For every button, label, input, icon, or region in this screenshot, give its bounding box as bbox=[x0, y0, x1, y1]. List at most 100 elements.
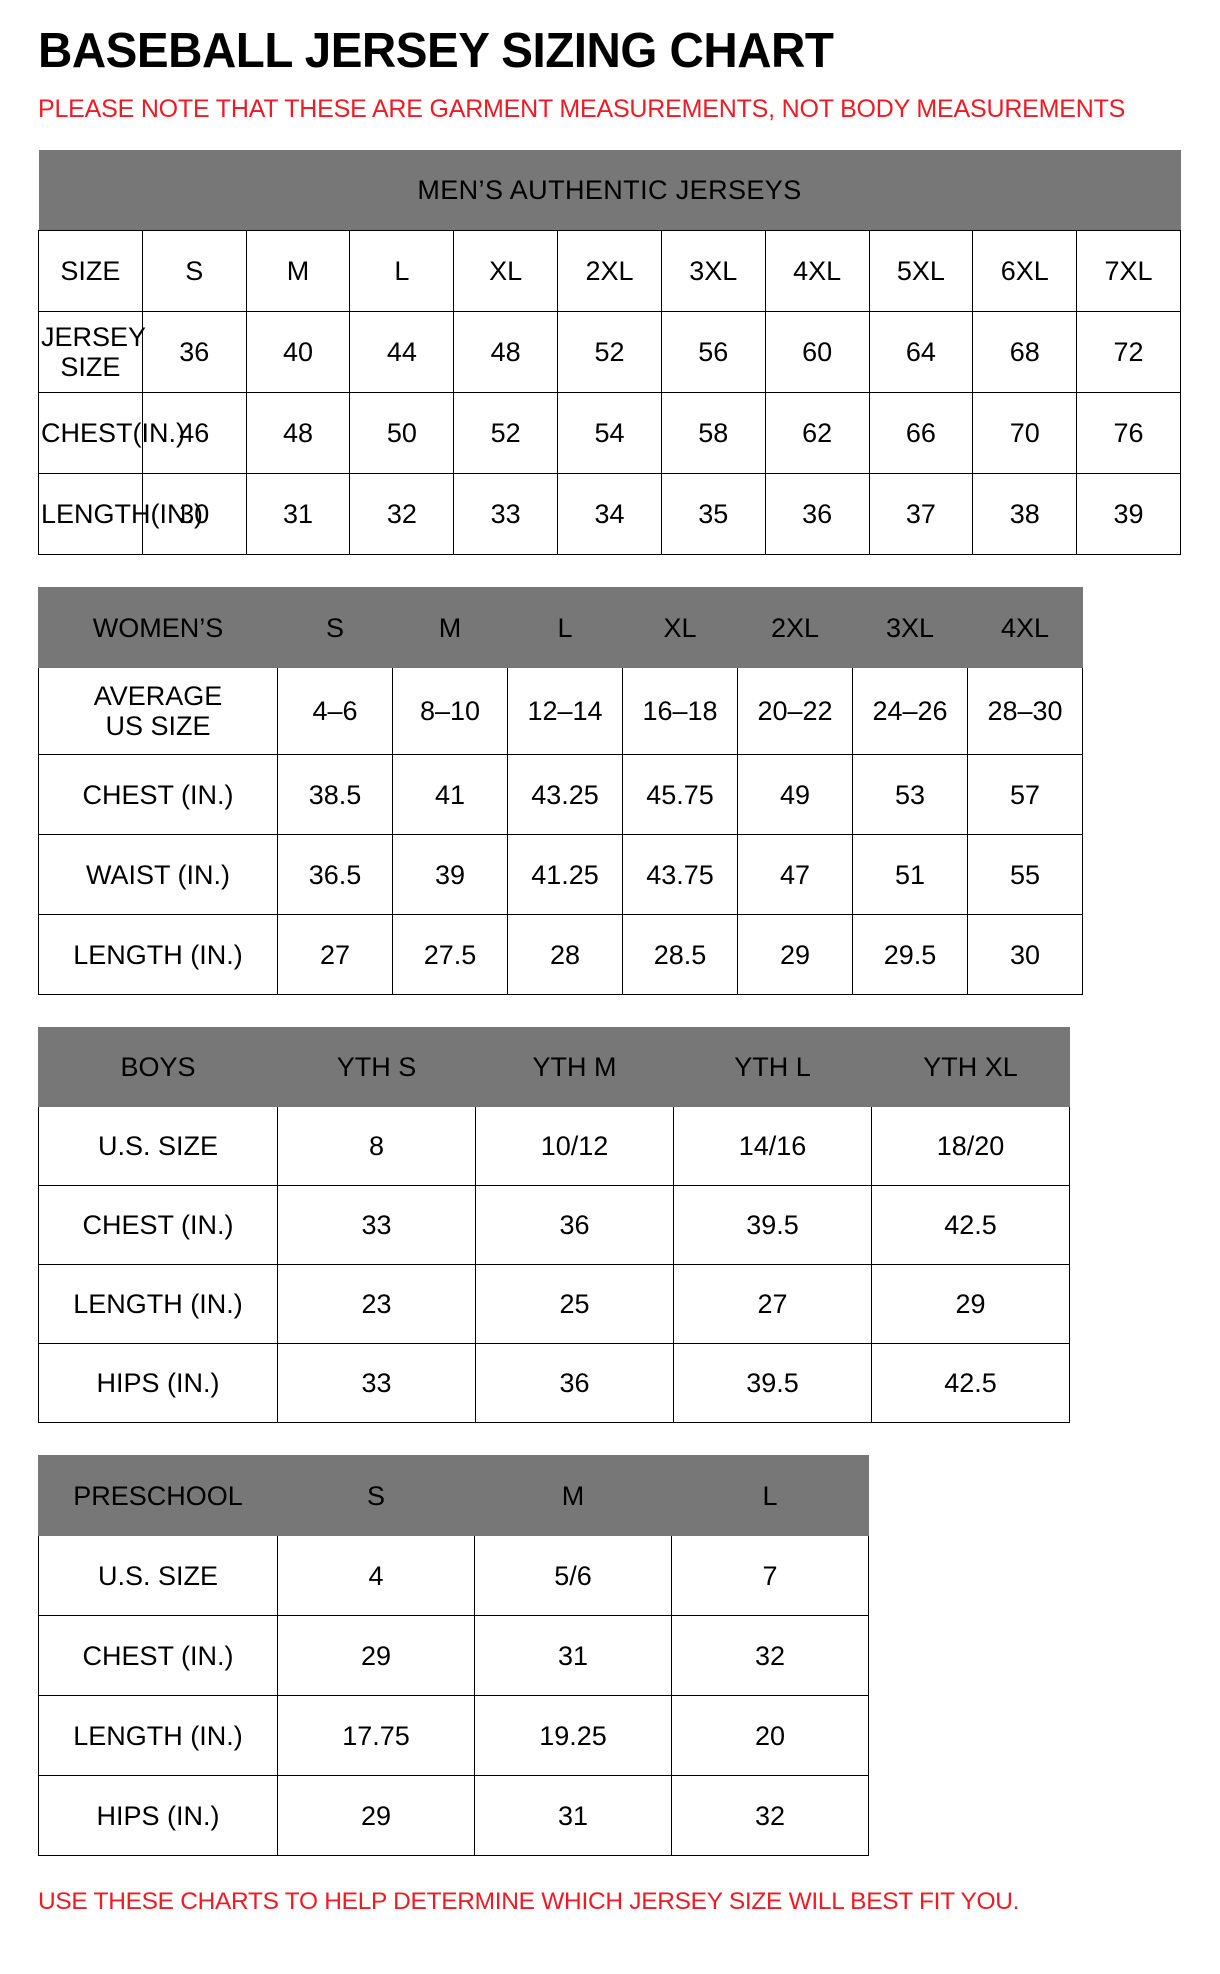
mens-jersey-size-l: 44 bbox=[349, 311, 455, 394]
womens-length-s: 27 bbox=[277, 914, 393, 996]
boys-row-label-chest: CHEST (IN.) bbox=[38, 1185, 278, 1266]
sizing-chart-page: BASEBALL JERSEY SIZING CHART PLEASE NOTE… bbox=[38, 25, 1181, 1915]
preschool-chest-m: 31 bbox=[474, 1615, 672, 1697]
mens-length-m: 31 bbox=[245, 473, 351, 556]
preschool-hips-m: 31 bbox=[474, 1775, 672, 1857]
preschool-chest-s: 29 bbox=[277, 1615, 475, 1697]
womens-row-label-line2: US SIZE bbox=[105, 711, 211, 742]
boys-table-body: BOYS YTH S YTH M YTH L YTH XL U.S. SIZE … bbox=[38, 1027, 1070, 1424]
table-row: CHEST(IN.) 46 48 50 52 54 58 62 66 70 76 bbox=[38, 392, 1181, 475]
womens-waist-4xl: 55 bbox=[967, 834, 1083, 916]
table-row: LENGTH (IN.) 17.75 19.25 20 bbox=[38, 1695, 869, 1777]
table-row: U.S. SIZE 4 5/6 7 bbox=[38, 1535, 869, 1617]
womens-row-label-chest: CHEST (IN.) bbox=[38, 754, 278, 836]
table-row: U.S. SIZE 8 10/12 14/16 18/20 bbox=[38, 1106, 1070, 1187]
womens-waist-xl: 43.75 bbox=[622, 834, 738, 916]
mens-jersey-size-2xl: 52 bbox=[557, 311, 662, 394]
mens-length-l: 32 bbox=[349, 473, 455, 556]
mens-row-label-length: LENGTH(IN.) bbox=[38, 473, 203, 556]
mens-col-header-l: L bbox=[349, 230, 455, 313]
preschool-hips-s: 29 bbox=[277, 1775, 475, 1857]
womens-chest-xl: 45.75 bbox=[622, 754, 738, 836]
mens-col-header-xl: XL bbox=[453, 230, 559, 313]
mens-length-5xl: 37 bbox=[868, 473, 974, 556]
mens-col-header-s: S bbox=[141, 230, 247, 313]
boys-hips-yth-l: 39.5 bbox=[673, 1343, 872, 1424]
mens-chest-3xl: 58 bbox=[660, 392, 766, 475]
boys-us-size-yth-l: 14/16 bbox=[673, 1106, 872, 1187]
womens-length-3xl: 29.5 bbox=[852, 914, 968, 996]
preschool-length-l: 20 bbox=[671, 1695, 869, 1777]
table-row: LENGTH (IN.) 27 27.5 28 28.5 29 29.5 30 bbox=[38, 914, 1083, 996]
mens-col-header-7xl: 7XL bbox=[1076, 230, 1181, 313]
table-row: WAIST (IN.) 36.5 39 41.25 43.75 47 51 55 bbox=[38, 834, 1083, 916]
preschool-us-size-l: 7 bbox=[671, 1535, 869, 1617]
mens-chest-xl: 52 bbox=[453, 392, 559, 475]
boys-us-size-yth-s: 8 bbox=[277, 1106, 476, 1187]
boys-corner-label: BOYS bbox=[38, 1027, 278, 1108]
mens-length-4xl: 36 bbox=[764, 473, 870, 556]
preschool-row-label-length: LENGTH (IN.) bbox=[38, 1695, 278, 1777]
mens-jersey-size-4xl: 60 bbox=[764, 311, 870, 394]
boys-sizing-table: BOYS YTH S YTH M YTH L YTH XL U.S. SIZE … bbox=[38, 1027, 1070, 1424]
preschool-us-size-s: 4 bbox=[277, 1535, 475, 1617]
womens-waist-l: 41.25 bbox=[507, 834, 623, 916]
womens-col-header-3xl: 3XL bbox=[852, 587, 968, 669]
mens-chest-m: 48 bbox=[245, 392, 351, 475]
mens-jersey-size-m: 40 bbox=[245, 311, 351, 394]
preschool-chest-l: 32 bbox=[671, 1615, 869, 1697]
womens-row-label-length: LENGTH (IN.) bbox=[38, 914, 278, 996]
table-row: CHEST (IN.) 38.5 41 43.25 45.75 49 53 57 bbox=[38, 754, 1083, 836]
mens-col-header-5xl: 5XL bbox=[868, 230, 974, 313]
womens-us-size-2xl: 20–22 bbox=[737, 667, 853, 756]
boys-col-header-yth-xl: YTH XL bbox=[871, 1027, 1070, 1108]
womens-sizing-table: WOMEN’S S M L XL 2XL 3XL 4XL AVERAGE US … bbox=[38, 587, 1083, 996]
womens-header-row: WOMEN’S S M L XL 2XL 3XL 4XL bbox=[38, 587, 1083, 669]
boys-hips-yth-s: 33 bbox=[277, 1343, 476, 1424]
boys-length-yth-m: 25 bbox=[475, 1264, 674, 1345]
womens-length-2xl: 29 bbox=[737, 914, 853, 996]
table-row: CHEST (IN.) 33 36 39.5 42.5 bbox=[38, 1185, 1070, 1266]
womens-col-header-xl: XL bbox=[622, 587, 738, 669]
preschool-length-m: 19.25 bbox=[474, 1695, 672, 1777]
preschool-hips-l: 32 bbox=[671, 1775, 869, 1857]
womens-col-header-2xl: 2XL bbox=[737, 587, 853, 669]
womens-corner-label: WOMEN’S bbox=[38, 587, 278, 669]
mens-jersey-size-xl: 48 bbox=[453, 311, 559, 394]
table-row: LENGTH(IN.) 30 31 32 33 34 35 36 37 38 3… bbox=[38, 473, 1181, 556]
table-row: LENGTH (IN.) 23 25 27 29 bbox=[38, 1264, 1070, 1345]
mens-chest-5xl: 66 bbox=[868, 392, 974, 475]
preschool-row-label-us-size: U.S. SIZE bbox=[38, 1535, 278, 1617]
preschool-corner-label: PRESCHOOL bbox=[38, 1455, 278, 1537]
preschool-sizing-table: PRESCHOOL S M L U.S. SIZE 4 5/6 7 CHEST … bbox=[38, 1455, 869, 1857]
mens-chest-6xl: 70 bbox=[972, 392, 1078, 475]
womens-col-header-s: S bbox=[277, 587, 393, 669]
womens-table-body: WOMEN’S S M L XL 2XL 3XL 4XL AVERAGE US … bbox=[38, 587, 1083, 996]
boys-chest-yth-m: 36 bbox=[475, 1185, 674, 1266]
womens-us-size-3xl: 24–26 bbox=[852, 667, 968, 756]
womens-row-label-average-us-size: AVERAGE US SIZE bbox=[38, 667, 278, 756]
mens-jersey-size-7xl: 72 bbox=[1076, 311, 1181, 394]
mens-chest-7xl: 76 bbox=[1076, 392, 1181, 475]
mens-chest-l: 50 bbox=[349, 392, 455, 475]
mens-chest-2xl: 54 bbox=[557, 392, 662, 475]
preschool-row-label-chest: CHEST (IN.) bbox=[38, 1615, 278, 1697]
womens-us-size-m: 8–10 bbox=[392, 667, 508, 756]
boys-hips-yth-m: 36 bbox=[475, 1343, 674, 1424]
preschool-header-row: PRESCHOOL S M L bbox=[38, 1455, 869, 1537]
womens-row-label-waist: WAIST (IN.) bbox=[38, 834, 278, 916]
mens-chest-4xl: 62 bbox=[764, 392, 870, 475]
womens-chest-3xl: 53 bbox=[852, 754, 968, 836]
mens-length-7xl: 39 bbox=[1076, 473, 1181, 556]
boys-col-header-yth-l: YTH L bbox=[673, 1027, 872, 1108]
womens-col-header-4xl: 4XL bbox=[967, 587, 1083, 669]
mens-col-header-6xl: 6XL bbox=[972, 230, 1078, 313]
boys-row-label-hips: HIPS (IN.) bbox=[38, 1343, 278, 1424]
womens-us-size-4xl: 28–30 bbox=[967, 667, 1083, 756]
mens-row-label-chest: CHEST(IN.) bbox=[38, 392, 185, 475]
mens-jersey-size-6xl: 68 bbox=[972, 311, 1078, 394]
womens-chest-l: 43.25 bbox=[507, 754, 623, 836]
boys-chest-yth-s: 33 bbox=[277, 1185, 476, 1266]
boys-hips-yth-xl: 42.5 bbox=[871, 1343, 1070, 1424]
womens-length-l: 28 bbox=[507, 914, 623, 996]
